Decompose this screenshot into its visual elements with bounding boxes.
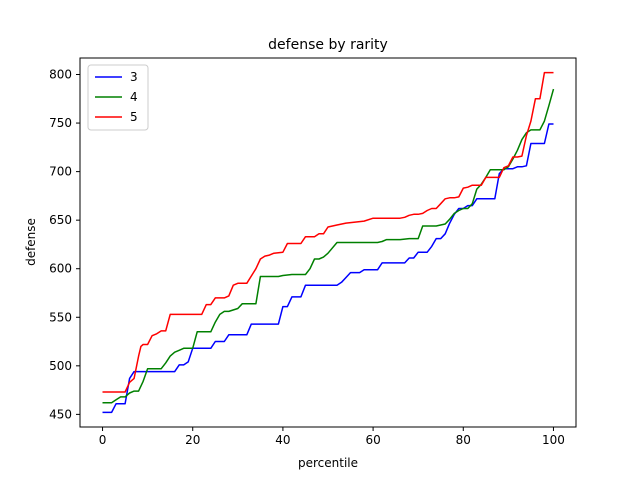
x-tick-label: 40 bbox=[275, 433, 290, 447]
plot-frame bbox=[79, 57, 577, 428]
y-tick-label: 600 bbox=[49, 262, 72, 276]
x-tick-label: 0 bbox=[99, 433, 107, 447]
x-axis-label: percentile bbox=[298, 456, 358, 470]
x-tick-label: 60 bbox=[365, 433, 380, 447]
legend-label-4: 4 bbox=[130, 90, 138, 104]
y-tick-label: 550 bbox=[49, 310, 72, 324]
x-tick-label: 80 bbox=[456, 433, 471, 447]
x-tick-label: 20 bbox=[185, 433, 200, 447]
y-tick-label: 700 bbox=[49, 165, 72, 179]
y-tick-label: 500 bbox=[49, 359, 72, 373]
x-tick-label: 100 bbox=[542, 433, 565, 447]
y-axis-ticks: 450 500 550 600 650 700 750 800 bbox=[49, 68, 80, 421]
chart-title: defense by rarity bbox=[268, 37, 388, 53]
y-tick-label: 450 bbox=[49, 407, 72, 421]
legend-label-3: 3 bbox=[130, 70, 138, 84]
y-tick-label: 800 bbox=[49, 68, 72, 82]
x-axis-ticks: 0 20 40 60 80 100 bbox=[99, 427, 565, 447]
legend-label-5: 5 bbox=[130, 110, 138, 124]
series-line-4 bbox=[102, 88, 555, 404]
series-line-3 bbox=[102, 123, 554, 414]
y-tick-label: 750 bbox=[49, 116, 72, 130]
series-line-5 bbox=[102, 71, 554, 393]
plot-area bbox=[80, 58, 576, 427]
y-tick-label: 650 bbox=[49, 213, 72, 227]
y-axis-label: defense bbox=[24, 218, 38, 266]
legend: 3 4 5 bbox=[87, 64, 149, 131]
series-layer bbox=[102, 71, 555, 414]
